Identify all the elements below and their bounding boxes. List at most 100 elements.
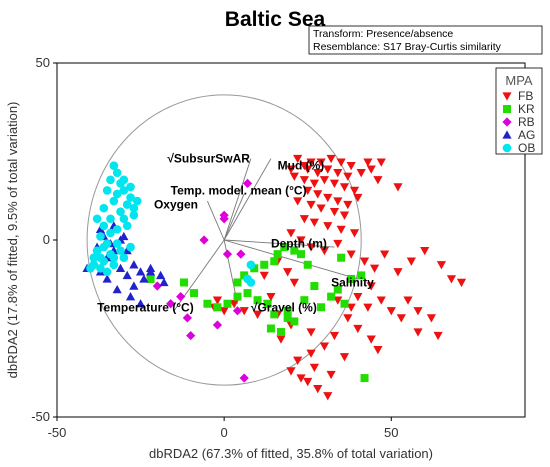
point-kr [283, 313, 292, 322]
point-kr [337, 253, 346, 262]
point-kr [297, 250, 306, 259]
point-fb [420, 246, 430, 256]
point-fb [376, 296, 386, 305]
point-ag [122, 246, 132, 255]
point-kr [233, 278, 242, 287]
point-ob [126, 242, 135, 252]
point-ob [89, 253, 99, 262]
point-ob [122, 221, 132, 231]
chart-title: Baltic Sea [225, 8, 326, 31]
info-line-resemblance: Resemblance: S17 Bray-Curtis similarity [313, 41, 502, 53]
point-kr [290, 317, 299, 326]
point-fb [296, 374, 306, 383]
legend-label-fb: FB [518, 89, 533, 103]
point-fb [289, 278, 299, 288]
point-fb [339, 211, 350, 220]
point-ag [119, 231, 129, 241]
vector-labels: Mud (%) √SubsurSwAR Temp. model. mean (°C)… [97, 152, 374, 315]
point-rb [236, 249, 246, 259]
point-kr [250, 264, 259, 273]
point-fb [329, 179, 340, 188]
point-fb [380, 250, 390, 259]
point-fb [333, 239, 343, 249]
point-fb [313, 169, 323, 178]
point-fb [286, 165, 296, 174]
vector-label: √SubsurSwAR [167, 152, 250, 166]
point-fb [219, 307, 229, 316]
point-fb [309, 218, 319, 227]
point-ob [106, 214, 115, 224]
point-kr [283, 306, 292, 315]
point-ob [116, 246, 125, 255]
point-fb [336, 225, 346, 234]
point-ob [243, 274, 252, 284]
point-fb [229, 300, 239, 309]
vector-line [223, 158, 272, 241]
point-ob [86, 264, 95, 273]
point-fb [323, 165, 333, 174]
vector-label: Depth (m) [271, 237, 327, 251]
point-ob [112, 225, 122, 234]
point-fb [343, 200, 353, 210]
point-kr [357, 271, 366, 280]
point-fb [276, 335, 286, 344]
point-ob [109, 196, 119, 206]
point-fb [306, 158, 316, 167]
point-ob [106, 175, 115, 185]
point-ob [106, 228, 115, 238]
point-kr [270, 310, 279, 319]
point-ag [135, 267, 146, 276]
point-kr [203, 299, 212, 308]
point-fb [373, 346, 383, 355]
point-fb [286, 367, 296, 376]
legend-title: MPA [505, 73, 533, 88]
point-ob [99, 242, 109, 252]
point-ag [156, 270, 166, 280]
vector-label: Salinity [331, 275, 374, 289]
point-rb [186, 330, 196, 341]
point-rb [199, 235, 209, 245]
point-ob [102, 267, 112, 277]
point-fb [313, 385, 323, 394]
info-box-frame [308, 25, 543, 55]
point-kr [276, 328, 285, 337]
y-axis-title: dbRDA2 (17.8% of fitted, 9.5% of total v… [5, 102, 20, 379]
point-fb [306, 243, 316, 252]
point-fb [319, 246, 330, 256]
point-ob [129, 210, 139, 220]
point-fb [309, 363, 319, 373]
point-fb [446, 275, 457, 284]
point-fb [456, 278, 467, 288]
point-kr [240, 271, 249, 280]
point-ob [96, 253, 105, 262]
legend-label-kr: KR [518, 102, 535, 116]
legend-marker-ag [502, 130, 512, 139]
legend-marker-rb [502, 117, 512, 127]
vector-label: Temp. model. mean (°C) [171, 183, 307, 197]
point-rb [166, 299, 176, 309]
point-fb [353, 292, 363, 302]
point-fb [343, 314, 353, 323]
vector-label: Mud (%) [278, 159, 325, 173]
correlation-circle [86, 94, 362, 386]
vector-label: √Gravel (%) [251, 300, 317, 314]
point-fb [413, 328, 423, 337]
point-ob [122, 200, 132, 209]
point-rb [176, 292, 186, 302]
point-ob [109, 260, 119, 270]
point-fb [289, 172, 299, 181]
point-fb [363, 158, 373, 167]
point-rb [182, 313, 192, 323]
point-kr [327, 292, 336, 301]
point-kr [317, 303, 326, 312]
point-ag [112, 284, 122, 294]
point-kr [146, 274, 155, 283]
point-ob [92, 214, 102, 224]
point-fb [319, 176, 330, 185]
point-fb [326, 370, 336, 380]
point-fb [426, 314, 436, 323]
point-rb [219, 214, 229, 224]
point-fb [339, 353, 350, 362]
point-fb [293, 356, 303, 365]
